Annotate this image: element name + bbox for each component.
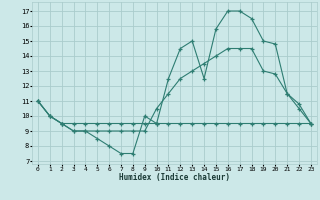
X-axis label: Humidex (Indice chaleur): Humidex (Indice chaleur)	[119, 173, 230, 182]
